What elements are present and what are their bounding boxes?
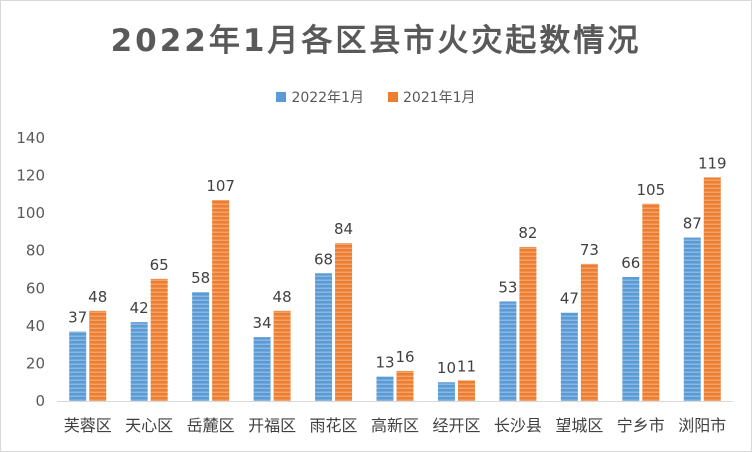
data-label: 105 <box>636 181 665 199</box>
y-tick-label: 80 <box>26 242 45 260</box>
data-label: 11 <box>457 357 476 375</box>
data-label: 48 <box>88 288 107 306</box>
x-tick-label: 岳麓区 <box>187 416 235 435</box>
bar-2021 <box>335 243 353 401</box>
data-label: 53 <box>498 278 517 296</box>
bar-2021 <box>212 199 230 401</box>
data-label: 82 <box>518 224 537 242</box>
x-tick-label: 长沙县 <box>494 416 542 435</box>
data-label: 37 <box>68 308 87 326</box>
y-tick-label: 40 <box>26 317 45 335</box>
y-tick-label: 100 <box>16 204 45 222</box>
bar-2022 <box>253 337 271 401</box>
data-label: 13 <box>375 354 394 372</box>
legend-label-2021: 2021年1月 <box>403 90 476 106</box>
bar-2022 <box>437 382 455 401</box>
bar-2022 <box>683 237 701 401</box>
bar-2022 <box>560 312 578 401</box>
x-tick-label: 经开区 <box>432 416 480 435</box>
data-label: 58 <box>191 269 210 287</box>
y-tick-label: 0 <box>35 392 45 410</box>
bar-2021 <box>150 278 168 401</box>
legend: 2022年1月 2021年1月 <box>1 87 751 107</box>
chart-title: 2022年1月各区县市火灾起数情况 <box>110 23 642 59</box>
bar-2022 <box>315 273 333 401</box>
x-tick-label: 望城区 <box>555 416 603 435</box>
legend-item-2021: 2021年1月 <box>388 87 476 107</box>
bar-2022 <box>376 376 394 401</box>
x-tick-label: 芙蓉区 <box>64 416 112 435</box>
bar-2022 <box>130 322 148 401</box>
data-label: 66 <box>621 254 640 272</box>
bar-2021 <box>457 380 475 401</box>
data-label: 16 <box>395 348 414 366</box>
data-label: 73 <box>580 241 599 259</box>
x-tick-label: 宁乡市 <box>617 416 665 435</box>
data-label: 65 <box>150 256 169 274</box>
data-label: 87 <box>683 215 702 233</box>
bar-2022 <box>69 331 87 401</box>
data-label: 68 <box>314 250 333 268</box>
y-tick-label: 120 <box>16 167 45 185</box>
bar-2021 <box>580 263 598 401</box>
bar-2021 <box>273 310 291 401</box>
bar-2021 <box>89 310 107 401</box>
data-label: 34 <box>253 314 272 332</box>
x-tick-label: 开福区 <box>248 416 296 435</box>
bar-2022 <box>499 301 517 401</box>
legend-item-2022: 2022年1月 <box>276 87 364 107</box>
data-label: 107 <box>206 177 235 195</box>
bar-2021 <box>703 177 721 401</box>
x-tick-label: 雨花区 <box>310 416 358 435</box>
data-label: 119 <box>698 154 727 172</box>
data-label: 10 <box>437 359 456 377</box>
x-tick-label: 高新区 <box>371 416 419 435</box>
legend-swatch-2021 <box>388 92 398 102</box>
y-tick-label: 20 <box>26 354 45 372</box>
x-tick-label: 浏阳市 <box>678 416 726 435</box>
bar-2022 <box>192 292 210 401</box>
x-tick-label: 天心区 <box>125 416 173 435</box>
data-label: 48 <box>273 288 292 306</box>
legend-label-2022: 2022年1月 <box>291 90 364 106</box>
bar-2021 <box>642 203 660 401</box>
y-tick-label: 140 <box>16 129 45 147</box>
data-label: 84 <box>334 220 353 238</box>
y-tick-label: 60 <box>26 279 45 297</box>
legend-swatch-2022 <box>276 92 287 102</box>
bar-2021 <box>396 370 414 401</box>
data-label: 47 <box>560 290 579 308</box>
bar-2022 <box>622 277 640 401</box>
bar-2021 <box>519 246 537 401</box>
data-label: 42 <box>130 299 149 317</box>
